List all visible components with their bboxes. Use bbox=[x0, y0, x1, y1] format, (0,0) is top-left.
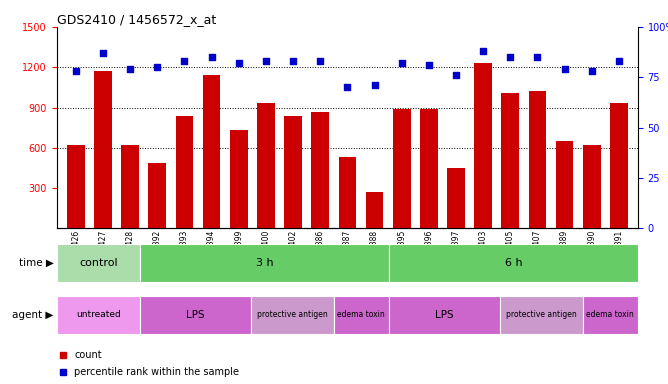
Point bbox=[261, 58, 271, 64]
Point bbox=[206, 54, 217, 60]
Text: count: count bbox=[74, 350, 102, 360]
Bar bbox=[528, 91, 546, 228]
Bar bbox=[365, 192, 383, 228]
Point bbox=[532, 54, 543, 60]
Bar bbox=[67, 145, 85, 228]
Point bbox=[315, 58, 325, 64]
Bar bbox=[203, 75, 220, 228]
Text: control: control bbox=[79, 258, 118, 268]
Text: protective antigen: protective antigen bbox=[257, 310, 327, 319]
Bar bbox=[57, 296, 140, 334]
Bar bbox=[148, 163, 166, 228]
Bar bbox=[122, 145, 139, 228]
Text: GDS2410 / 1456572_x_at: GDS2410 / 1456572_x_at bbox=[57, 13, 216, 26]
Point bbox=[424, 62, 434, 68]
Text: time ▶: time ▶ bbox=[19, 258, 53, 268]
Bar bbox=[583, 145, 601, 228]
Bar bbox=[257, 104, 275, 228]
Point bbox=[70, 68, 81, 74]
Bar bbox=[447, 168, 465, 228]
Bar bbox=[140, 296, 250, 334]
Bar bbox=[250, 296, 333, 334]
Text: percentile rank within the sample: percentile rank within the sample bbox=[74, 367, 239, 377]
Bar bbox=[311, 112, 329, 228]
Bar bbox=[582, 296, 638, 334]
Bar bbox=[339, 157, 356, 228]
Text: edema toxin: edema toxin bbox=[587, 310, 634, 319]
Point bbox=[369, 82, 380, 88]
Bar bbox=[389, 244, 638, 282]
Bar bbox=[94, 71, 112, 228]
Bar bbox=[389, 296, 500, 334]
Point bbox=[233, 60, 244, 66]
Bar bbox=[556, 141, 573, 228]
Bar bbox=[176, 116, 193, 228]
Bar bbox=[393, 109, 411, 228]
Bar bbox=[474, 63, 492, 228]
Point bbox=[288, 58, 299, 64]
Point bbox=[179, 58, 190, 64]
Text: LPS: LPS bbox=[186, 310, 204, 320]
Bar bbox=[610, 104, 628, 228]
Point bbox=[587, 68, 597, 74]
Text: protective antigen: protective antigen bbox=[506, 310, 576, 319]
Point bbox=[98, 50, 108, 56]
Point bbox=[478, 48, 488, 54]
Bar bbox=[140, 244, 389, 282]
Text: 6 h: 6 h bbox=[504, 258, 522, 268]
Point bbox=[396, 60, 407, 66]
Point bbox=[125, 66, 136, 72]
Point bbox=[559, 66, 570, 72]
Point bbox=[152, 64, 162, 70]
Bar bbox=[420, 109, 438, 228]
Point bbox=[614, 58, 625, 64]
Bar bbox=[230, 131, 248, 228]
Text: LPS: LPS bbox=[435, 310, 454, 320]
Bar bbox=[500, 296, 582, 334]
Text: 3 h: 3 h bbox=[256, 258, 273, 268]
Point bbox=[342, 84, 353, 91]
Bar bbox=[57, 244, 140, 282]
Text: agent ▶: agent ▶ bbox=[12, 310, 53, 320]
Point bbox=[505, 54, 516, 60]
Text: edema toxin: edema toxin bbox=[337, 310, 385, 319]
Bar bbox=[502, 93, 519, 228]
Point bbox=[451, 72, 462, 78]
Text: untreated: untreated bbox=[76, 310, 121, 319]
Bar bbox=[284, 116, 302, 228]
Bar bbox=[333, 296, 389, 334]
